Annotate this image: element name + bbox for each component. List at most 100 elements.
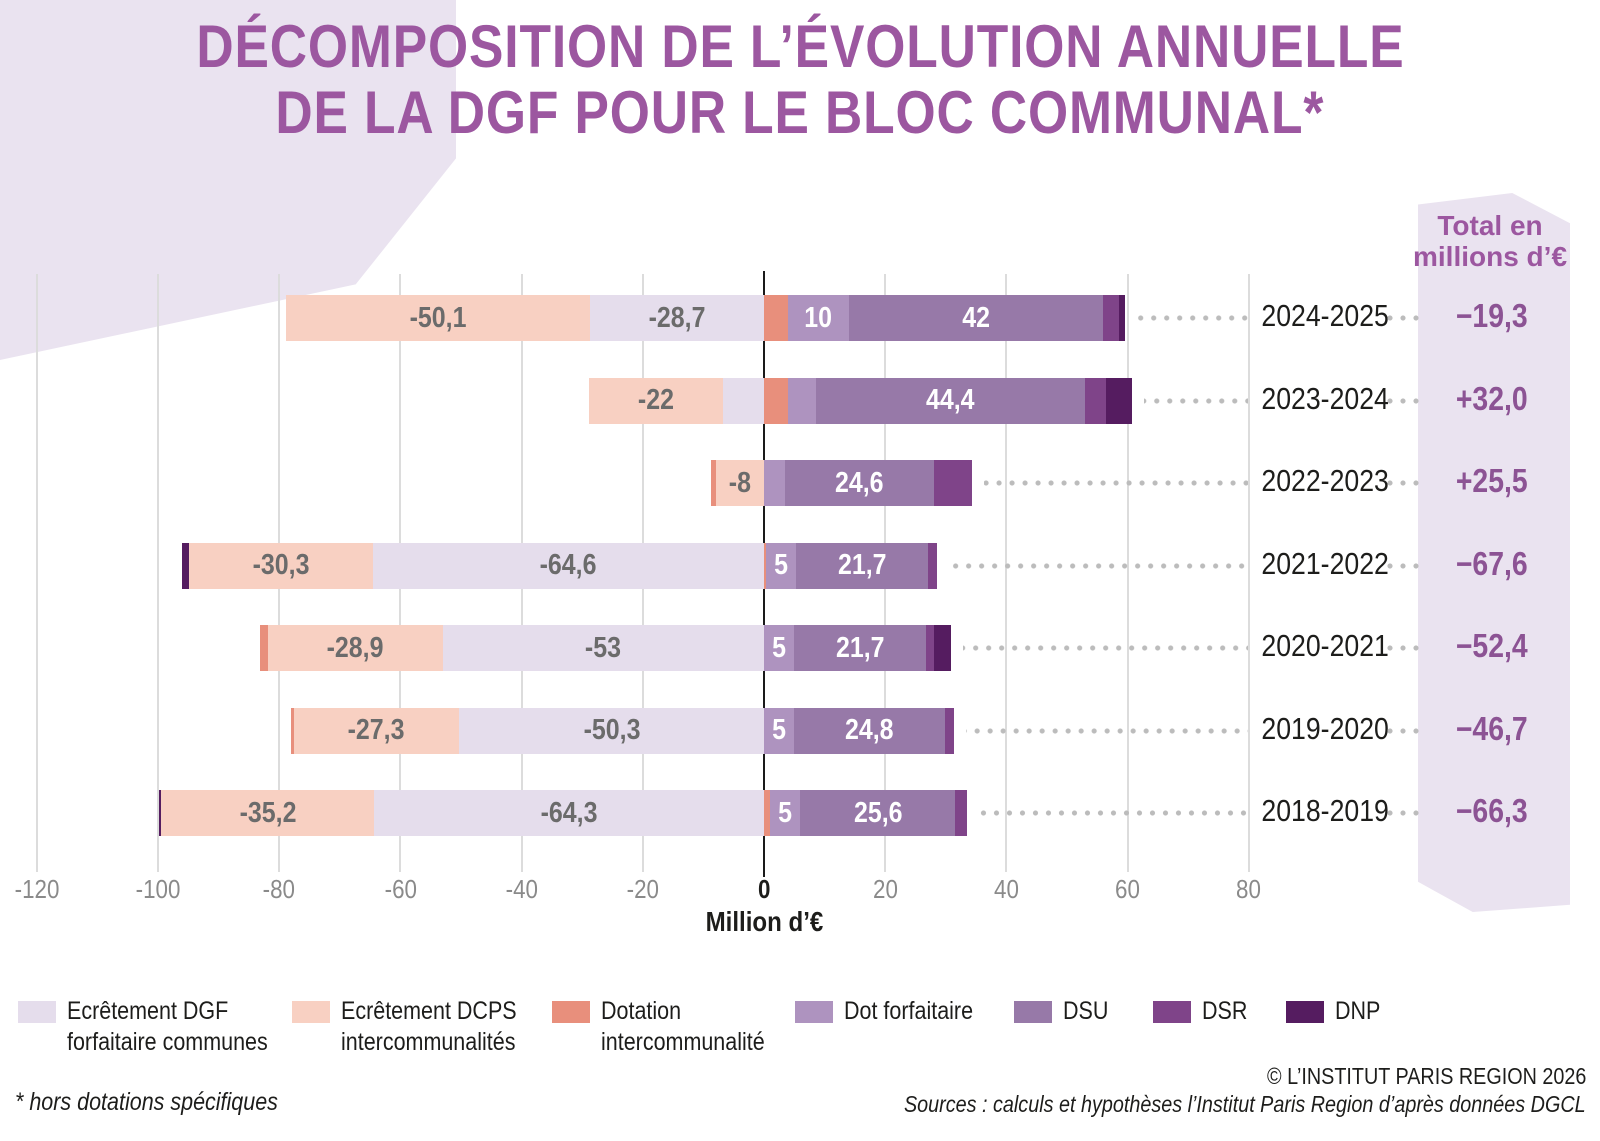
gridline xyxy=(1005,274,1008,872)
total-value: −19,3 xyxy=(1456,297,1528,334)
legend-item-dsu: DSU xyxy=(1014,996,1116,1027)
dotted-leader xyxy=(1144,397,1248,404)
bar-segment-dsr xyxy=(955,790,967,836)
dotted-leader xyxy=(1382,562,1424,569)
bar-segment-dsr xyxy=(944,707,954,754)
year-label: 2024-2025 xyxy=(1261,298,1389,333)
dotted-leader xyxy=(1382,315,1424,321)
legend-swatch xyxy=(1014,1001,1052,1023)
bar-segment-ecr_dgf xyxy=(722,377,764,424)
axis-tick-label: 20 xyxy=(872,874,898,904)
dotted-leader xyxy=(962,645,1248,651)
bar-segment-dot_inter xyxy=(764,377,788,424)
bar-segment-dsu: 21,7 xyxy=(794,625,926,671)
bar-value-label: -8 xyxy=(728,466,751,499)
footnote: * hors dotations spécifiques xyxy=(15,1088,278,1116)
bar-segment-ecr_dgf: -64,3 xyxy=(374,790,764,836)
legend-item-dotation-intercommunalite: Dotation intercommunalité xyxy=(552,996,791,1058)
dotted-leader xyxy=(948,562,1248,569)
bar-segment-dot_inter xyxy=(710,460,716,506)
bar-segment-dot_inter xyxy=(764,295,789,341)
dotted-leader xyxy=(965,727,1248,734)
bar-segment-ecr_dcps: -35,2 xyxy=(161,790,375,836)
bar-value-label: 5 xyxy=(772,631,787,664)
bar-segment-ecr_dgf: -28,7 xyxy=(590,295,764,341)
credits: © L’INSTITUT PARIS REGION 2026 Sources :… xyxy=(793,1062,1586,1118)
axis-tick-label: -60 xyxy=(384,874,417,904)
bar-value-label: -27,3 xyxy=(348,714,405,746)
bar-segment-dsu: 24,8 xyxy=(794,707,945,754)
legend-swatch xyxy=(18,1001,56,1023)
bar-value-label: -50,1 xyxy=(409,301,467,334)
bar-segment-dsr xyxy=(925,625,934,671)
axis-tick-label: -40 xyxy=(505,874,538,904)
title-line-2: DE LA DGF POUR LE BLOC COMMUNAL* xyxy=(275,79,1325,146)
axis-tick-label: -100 xyxy=(135,874,181,904)
dotted-leader xyxy=(979,810,1248,816)
legend-swatch xyxy=(552,1001,590,1023)
bar-value-label: 24,6 xyxy=(834,466,884,499)
bar-value-label: 42 xyxy=(962,301,990,334)
bar-value-label: -35,2 xyxy=(239,796,297,829)
legend-item-ecretement-dcps: Ecrêtement DCPS intercommunalités xyxy=(292,996,545,1058)
dotted-leader xyxy=(1382,397,1424,404)
dotted-leader xyxy=(1382,727,1424,734)
year-label: 2023-2024 xyxy=(1261,380,1389,416)
dotted-leader xyxy=(983,480,1248,486)
bar-segment-ecr_dcps: -50,1 xyxy=(286,295,591,341)
bar-segment-dsu: 25,6 xyxy=(800,790,956,836)
gridline xyxy=(35,274,38,872)
bar-value-label: -53 xyxy=(585,631,622,664)
legend-item-dnp: DNP xyxy=(1286,996,1388,1027)
bar-segment-ecr_dcps: -8 xyxy=(715,460,764,506)
year-label: 2021-2022 xyxy=(1261,545,1389,581)
bar-segment-dot_inter xyxy=(259,625,268,671)
bar-segment-ecr_dgf: -50,3 xyxy=(459,707,764,754)
bar-value-label: 10 xyxy=(804,301,833,334)
bar-value-label: -64,3 xyxy=(540,796,598,829)
sources-line: Sources : calculs et hypothèses l’Instit… xyxy=(904,1091,1586,1117)
bar-segment-dot_forf: 5 xyxy=(765,542,797,589)
x-axis-title: Million d’€ xyxy=(705,906,823,937)
bar-value-label: 25,6 xyxy=(853,796,903,829)
total-value: +25,5 xyxy=(1456,462,1528,499)
legend-item-ecretement-dgf: Ecrêtement DGF forfaitaire communes xyxy=(18,996,300,1058)
axis-tick-label: -120 xyxy=(14,874,60,904)
bar-segment-ecr_dcps: -27,3 xyxy=(293,707,460,754)
bar-segment-dsu: 21,7 xyxy=(796,542,928,589)
bar-value-label: 21,7 xyxy=(835,631,885,664)
legend-swatch xyxy=(1286,1001,1324,1023)
bar-value-label: 5 xyxy=(778,796,793,829)
bar-segment-dnp xyxy=(1105,377,1133,424)
bar-segment-dot_forf: 5 xyxy=(764,707,795,754)
bar-segment-dot_forf: 10 xyxy=(788,295,849,341)
dotted-leader xyxy=(1382,480,1424,486)
bar-value-label: -28,9 xyxy=(326,631,384,664)
bar-segment-dot_forf: 5 xyxy=(770,790,801,836)
bar-segment-dsr xyxy=(1103,295,1119,341)
bar-segment-dsu: 42 xyxy=(848,295,1104,341)
total-value: −52,4 xyxy=(1456,627,1528,664)
bar-value-label: -22 xyxy=(638,384,675,416)
bar-segment-dot_forf xyxy=(764,460,785,506)
bar-segment-ecr_dgf: -64,6 xyxy=(372,542,764,589)
bar-segment-dsr xyxy=(1085,377,1106,424)
page-title: DÉCOMPOSITION DE L’ÉVOLUTION ANNUELLE DE… xyxy=(0,14,1600,146)
bar-segment-dnp xyxy=(1118,295,1125,341)
total-value: −46,7 xyxy=(1456,709,1528,747)
year-label: 2022-2023 xyxy=(1261,463,1389,498)
totals-column-header: Total en millions d’€ xyxy=(1412,210,1568,272)
bar-value-label: 5 xyxy=(772,714,787,746)
dotted-leader xyxy=(1382,810,1424,816)
gridline xyxy=(1126,274,1129,872)
bar-segment-dnp xyxy=(181,542,189,589)
bar-segment-dot_forf: 5 xyxy=(764,625,795,671)
axis-tick-label: 80 xyxy=(1236,874,1262,904)
bar-segment-ecr_dgf: -53 xyxy=(442,625,764,671)
totals-panel-background xyxy=(1418,193,1570,912)
year-label: 2018-2019 xyxy=(1261,793,1389,828)
bar-value-label: 5 xyxy=(774,549,788,581)
axis-tick-label: -80 xyxy=(263,874,296,904)
copyright-line: © L’INSTITUT PARIS REGION 2026 xyxy=(1266,1063,1586,1089)
